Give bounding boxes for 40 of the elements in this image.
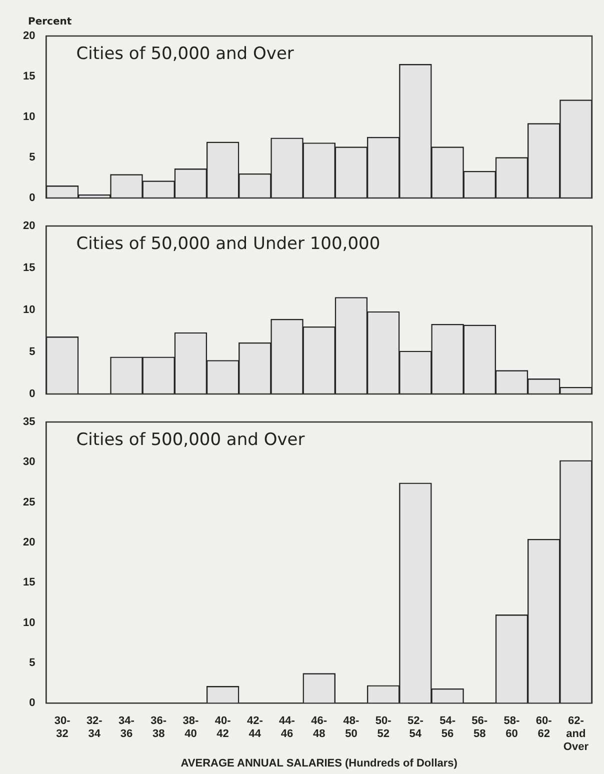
y-tick-label: 20 (22, 536, 36, 549)
y-tick-label: 25 (22, 496, 36, 508)
y-tick-label: 15 (22, 576, 36, 589)
x-tick-label: 32- 34 (86, 714, 103, 740)
y-axis-title: Percent (28, 16, 72, 28)
text: Cities of 50,000 and Under 100,000 (76, 234, 380, 254)
x-axis-title: AVERAGE ANNUAL SALARIES (Hundreds of Dollars) (180, 757, 458, 770)
text: Cities of 50,000 and Over (76, 44, 294, 64)
y-tick-label: 5 (29, 346, 36, 358)
x-tick-label: 50- 52 (375, 714, 392, 740)
x-tick-label: 34- 36 (118, 714, 135, 740)
x-tick-label: 36- 38 (150, 714, 167, 740)
x-tick-label: 44- 46 (279, 714, 296, 740)
y-tick-label: 0 (29, 192, 36, 204)
y-tick-label: 5 (29, 152, 36, 164)
x-tick-label: 40- 42 (214, 714, 232, 740)
x-tick-label: 42- 44 (246, 714, 264, 740)
x-tick-label: 46- 48 (311, 714, 328, 740)
y-tick-label: 15 (22, 70, 36, 83)
x-tick-label: 54- 56 (440, 714, 456, 740)
y-tick-label: 20 (22, 220, 36, 232)
x-tick-label: 56- 58 (472, 714, 488, 740)
x-tick-label: 30- 32 (54, 714, 71, 740)
x-tick-label: 38- 40 (182, 714, 199, 740)
y-tick-label: 0 (29, 388, 36, 400)
x-tick-label: 48- 50 (343, 714, 360, 740)
y-tick-label: 5 (29, 657, 36, 670)
y-tick-label: 10 (22, 304, 36, 316)
y-tick-label: 10 (22, 616, 36, 629)
y-tick-label: 35 (22, 416, 36, 428)
text: Cities of 500,000 and Over (76, 430, 305, 450)
x-tick-label: 62- and Over (563, 714, 590, 754)
x-tick-label: 60- 62 (536, 714, 552, 740)
x-tick-label: 52- 54 (407, 714, 424, 740)
y-tick-label: 20 (22, 30, 36, 42)
y-tick-label: 15 (22, 262, 36, 274)
y-tick-label: 30 (22, 456, 36, 468)
y-tick-label: 0 (29, 697, 36, 710)
x-tick-label: 58- 60 (504, 714, 520, 740)
y-tick-label: 10 (22, 111, 36, 124)
